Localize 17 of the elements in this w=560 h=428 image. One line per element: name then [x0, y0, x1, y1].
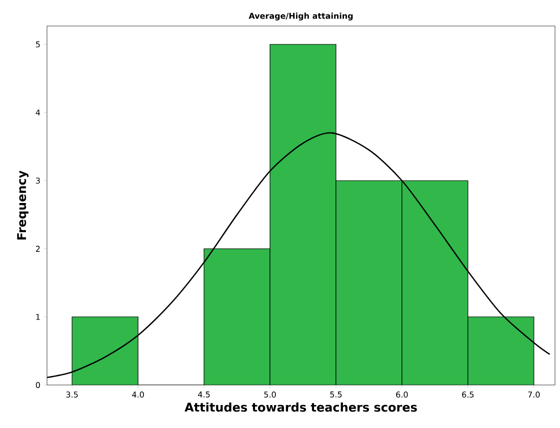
y-tick-label: 5	[36, 41, 40, 48]
y-tick-label: 3	[36, 178, 40, 184]
y-tick-label: 0	[36, 382, 40, 388]
x-tick-label: 3.5	[66, 392, 78, 398]
chart-title: Average/High attaining	[248, 12, 353, 20]
x-tick-label: 7.0	[528, 392, 540, 398]
x-tick-label: 5.5	[330, 392, 342, 398]
x-tick-label: 6.5	[462, 392, 474, 398]
x-tick-label: 5.0	[264, 392, 276, 398]
x-tick-label: 4.5	[198, 392, 210, 398]
y-tick-label: 4	[36, 110, 40, 116]
y-axis-title: Frequency	[17, 170, 29, 240]
y-tick-label: 2	[36, 246, 40, 252]
x-axis-title: Attitudes towards teachers scores	[184, 402, 417, 412]
x-tick-label: 4.0	[132, 392, 144, 398]
x-tick-label: 6.0	[396, 392, 408, 398]
y-tick-label: 1	[36, 314, 40, 320]
